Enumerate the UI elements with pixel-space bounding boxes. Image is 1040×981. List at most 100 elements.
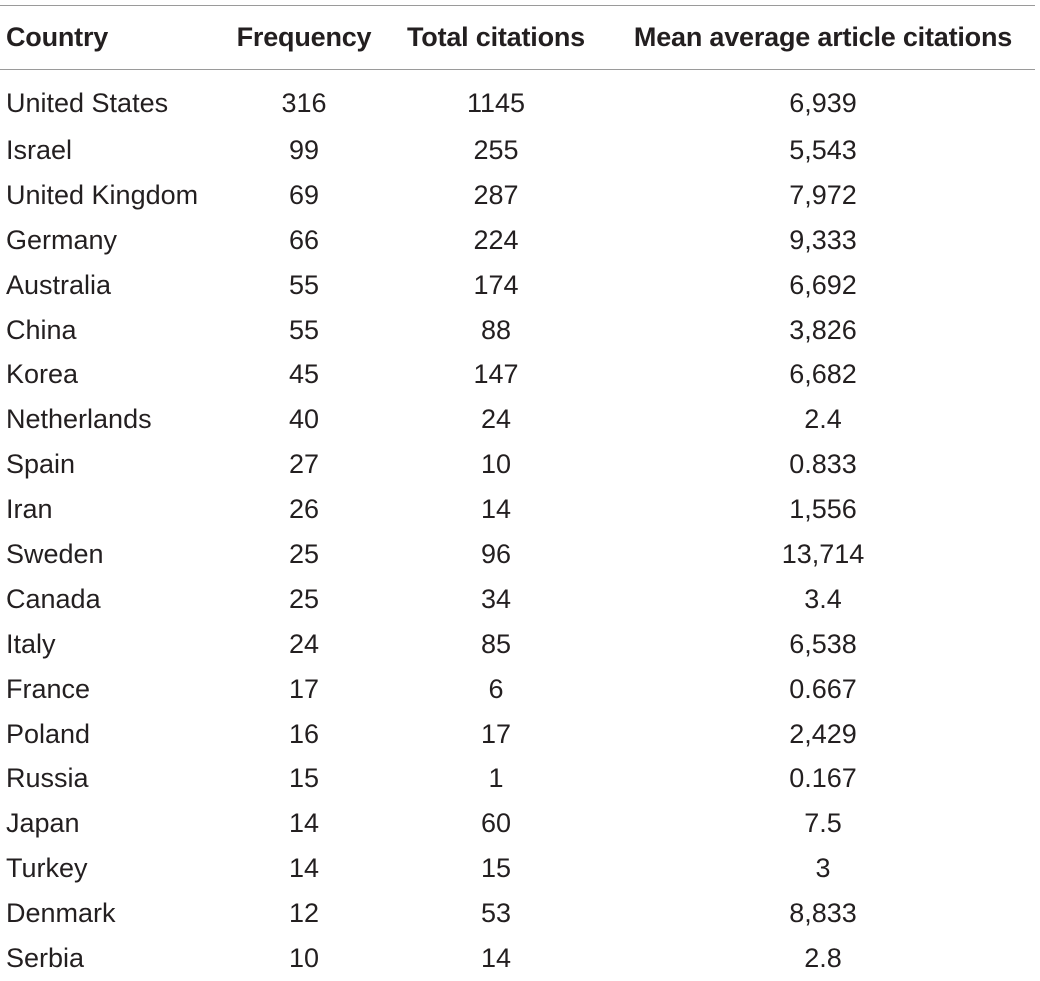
cell-frequency: 40 (288, 404, 320, 435)
cell-mean-citations: 6,538 (789, 628, 857, 659)
cell-total-citations: 34 (480, 583, 512, 614)
cell-total-citations: 24 (480, 404, 512, 435)
cell-frequency: 14 (288, 853, 320, 884)
cell-mean-citations: 0.167 (789, 763, 857, 794)
cell-country: Sweden (6, 538, 104, 569)
cell-country: Poland (6, 718, 91, 749)
cell-frequency: 17 (288, 673, 320, 704)
cell-total-citations: 224 (473, 224, 519, 255)
cell-total-citations: 147 (473, 359, 519, 390)
cell-country: Japan (6, 808, 80, 839)
table-row: Denmark 12 53 8,833 (0, 891, 1040, 936)
cell-total-citations: 255 (473, 134, 519, 165)
cell-country: Germany (6, 224, 118, 255)
table-row: Canada 25 34 3.4 (0, 577, 1040, 622)
cell-mean-citations: 3,826 (789, 314, 857, 345)
cell-country: Denmark (6, 898, 116, 929)
table-row: Israel 99 255 5,543 (0, 128, 1040, 173)
table-row: Netherlands 40 24 2.4 (0, 397, 1040, 442)
table-row: Germany 66 224 9,333 (0, 218, 1040, 263)
cell-total-citations: 14 (480, 942, 512, 973)
header-total-citations: Total citations (406, 22, 585, 52)
cell-mean-citations: 3 (815, 853, 831, 884)
table-row: Spain 27 10 0.833 (0, 442, 1040, 487)
cell-total-citations: 85 (480, 628, 512, 659)
cell-country: Spain (6, 449, 76, 480)
cell-mean-citations: 7,972 (789, 179, 857, 210)
cell-country: Korea (6, 359, 79, 390)
cell-country: Canada (6, 583, 101, 614)
cell-mean-citations: 8,833 (789, 898, 857, 929)
cell-mean-citations: 7.5 (804, 808, 842, 839)
cell-country: Netherlands (6, 404, 152, 435)
cell-mean-citations: 6,692 (789, 269, 857, 300)
table-row: France 17 6 0.667 (0, 667, 1040, 712)
cell-frequency: 12 (288, 898, 320, 929)
cell-mean-citations: 2.8 (804, 942, 842, 973)
cell-frequency: 24 (288, 628, 320, 659)
table-row: United States 316 1145 6,939 (0, 70, 1040, 128)
table-row: Korea 45 147 6,682 (0, 352, 1040, 397)
cell-total-citations: 1 (488, 763, 504, 794)
cell-total-citations: 53 (480, 898, 512, 929)
cell-mean-citations: 2.4 (804, 404, 842, 435)
table-row: Sweden 25 96 13,714 (0, 532, 1040, 577)
cell-mean-citations: 1,556 (789, 494, 857, 525)
header-country: Country (6, 22, 109, 52)
header-mean-citations: Mean average article citations (633, 22, 1013, 52)
cell-frequency: 14 (288, 808, 320, 839)
cell-frequency: 45 (288, 359, 320, 390)
country-citations-table: Country Frequency Total citations Mean a… (0, 5, 1040, 981)
cell-total-citations: 60 (480, 808, 512, 839)
cell-total-citations: 96 (480, 538, 512, 569)
cell-frequency: 25 (288, 538, 320, 569)
cell-country: Russia (6, 763, 89, 794)
cell-country: Australia (6, 269, 112, 300)
cell-mean-citations: 6,939 (789, 87, 857, 118)
cell-country: Serbia (6, 942, 85, 973)
cell-mean-citations: 2,429 (789, 718, 857, 749)
cell-frequency: 27 (288, 449, 320, 480)
cell-mean-citations: 3.4 (804, 583, 842, 614)
table-row: Poland 16 17 2,429 (0, 712, 1040, 757)
cell-total-citations: 287 (473, 179, 519, 210)
cell-country: United States (6, 87, 169, 118)
table-row: China 55 88 3,826 (0, 308, 1040, 353)
cell-country: Iran (6, 494, 53, 525)
cell-frequency: 10 (288, 942, 320, 973)
cell-frequency: 15 (288, 763, 320, 794)
cell-country: China (6, 314, 77, 345)
cell-frequency: 16 (288, 718, 320, 749)
table-body: United States 316 1145 6,939 Israel 99 255 5,54… (0, 70, 1040, 981)
cell-frequency: 69 (288, 179, 320, 210)
table-row: Serbia 10 14 2.8 (0, 936, 1040, 981)
cell-frequency: 26 (288, 494, 320, 525)
cell-mean-citations: 0.833 (789, 449, 857, 480)
cell-frequency: 66 (288, 224, 320, 255)
cell-frequency: 55 (288, 314, 320, 345)
table-row: Iran 26 14 1,556 (0, 487, 1040, 532)
header-frequency: Frequency (236, 22, 372, 52)
table-row: Italy 24 85 6,538 (0, 622, 1040, 667)
cell-mean-citations: 6,682 (789, 359, 857, 390)
cell-frequency: 55 (288, 269, 320, 300)
cell-total-citations: 88 (480, 314, 512, 345)
cell-country: United Kingdom (6, 179, 199, 210)
cell-country: Italy (6, 628, 56, 659)
cell-mean-citations: 5,543 (789, 134, 857, 165)
cell-total-citations: 17 (480, 718, 512, 749)
cell-country: Turkey (6, 853, 88, 884)
cell-total-citations: 6 (488, 673, 504, 704)
cell-total-citations: 14 (480, 494, 512, 525)
table-header: Country Frequency Total citations Mean a… (0, 5, 1040, 70)
cell-mean-citations: 9,333 (789, 224, 857, 255)
cell-frequency: 316 (281, 87, 327, 118)
table-row: Russia 15 1 0.167 (0, 756, 1040, 801)
cell-total-citations: 10 (480, 449, 512, 480)
cell-total-citations: 15 (480, 853, 512, 884)
table-header-rule (0, 69, 1035, 70)
header-row: Country Frequency Total citations Mean a… (0, 5, 1040, 70)
cell-total-citations: 174 (473, 269, 519, 300)
table-top-rule (0, 5, 1035, 6)
cell-country: Israel (6, 134, 73, 165)
